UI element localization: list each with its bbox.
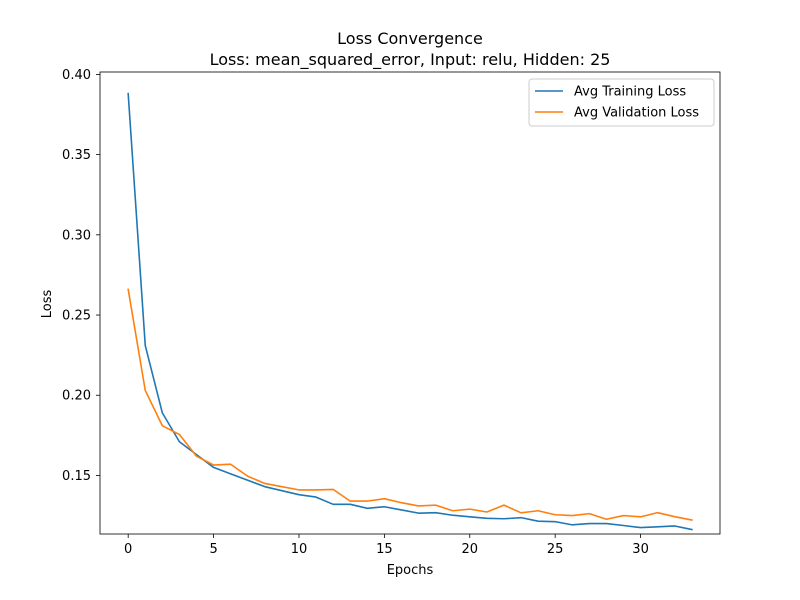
- y-tick-label: 0.15: [62, 469, 91, 484]
- y-tick-label: 0.30: [62, 228, 91, 243]
- series-line-training-loss: [127, 92, 693, 531]
- legend-label: Avg Training Loss: [574, 85, 686, 100]
- axes-frame: [99, 71, 721, 535]
- legend-box: [528, 78, 715, 127]
- chart-subtitle: Loss: mean_squared_error, Input: relu, H…: [210, 50, 611, 70]
- series-line-validation-loss: [127, 288, 693, 521]
- y-tick-label: 0.25: [62, 309, 91, 324]
- x-tick-label: 0: [124, 542, 132, 557]
- y-tick-label: 0.40: [62, 68, 91, 83]
- y-tick-label: 0.35: [62, 148, 91, 163]
- axes-frame-layer: [99, 71, 721, 535]
- x-axis-label: Epochs: [387, 563, 434, 578]
- legend-label: Avg Validation Loss: [574, 106, 699, 121]
- x-tick-label: 15: [376, 542, 393, 557]
- x-tick-label: 30: [632, 542, 649, 557]
- x-tick-label: 5: [209, 542, 217, 557]
- series-layer: [127, 92, 693, 531]
- legend: Avg Training Loss Avg Validation Loss: [528, 78, 715, 127]
- x-tick-label: 20: [462, 542, 479, 557]
- y-axis-label: Loss: [40, 290, 55, 319]
- x-tick-label: 25: [547, 542, 564, 557]
- chart-title: Loss Convergence: [337, 29, 483, 48]
- x-tick-label: 10: [291, 542, 308, 557]
- ticks-layer: 0 5 10 15 20 25 30 0.15 0.20 0.25 0.30 0.35 0.40: [62, 68, 649, 557]
- y-tick-label: 0.20: [62, 389, 91, 404]
